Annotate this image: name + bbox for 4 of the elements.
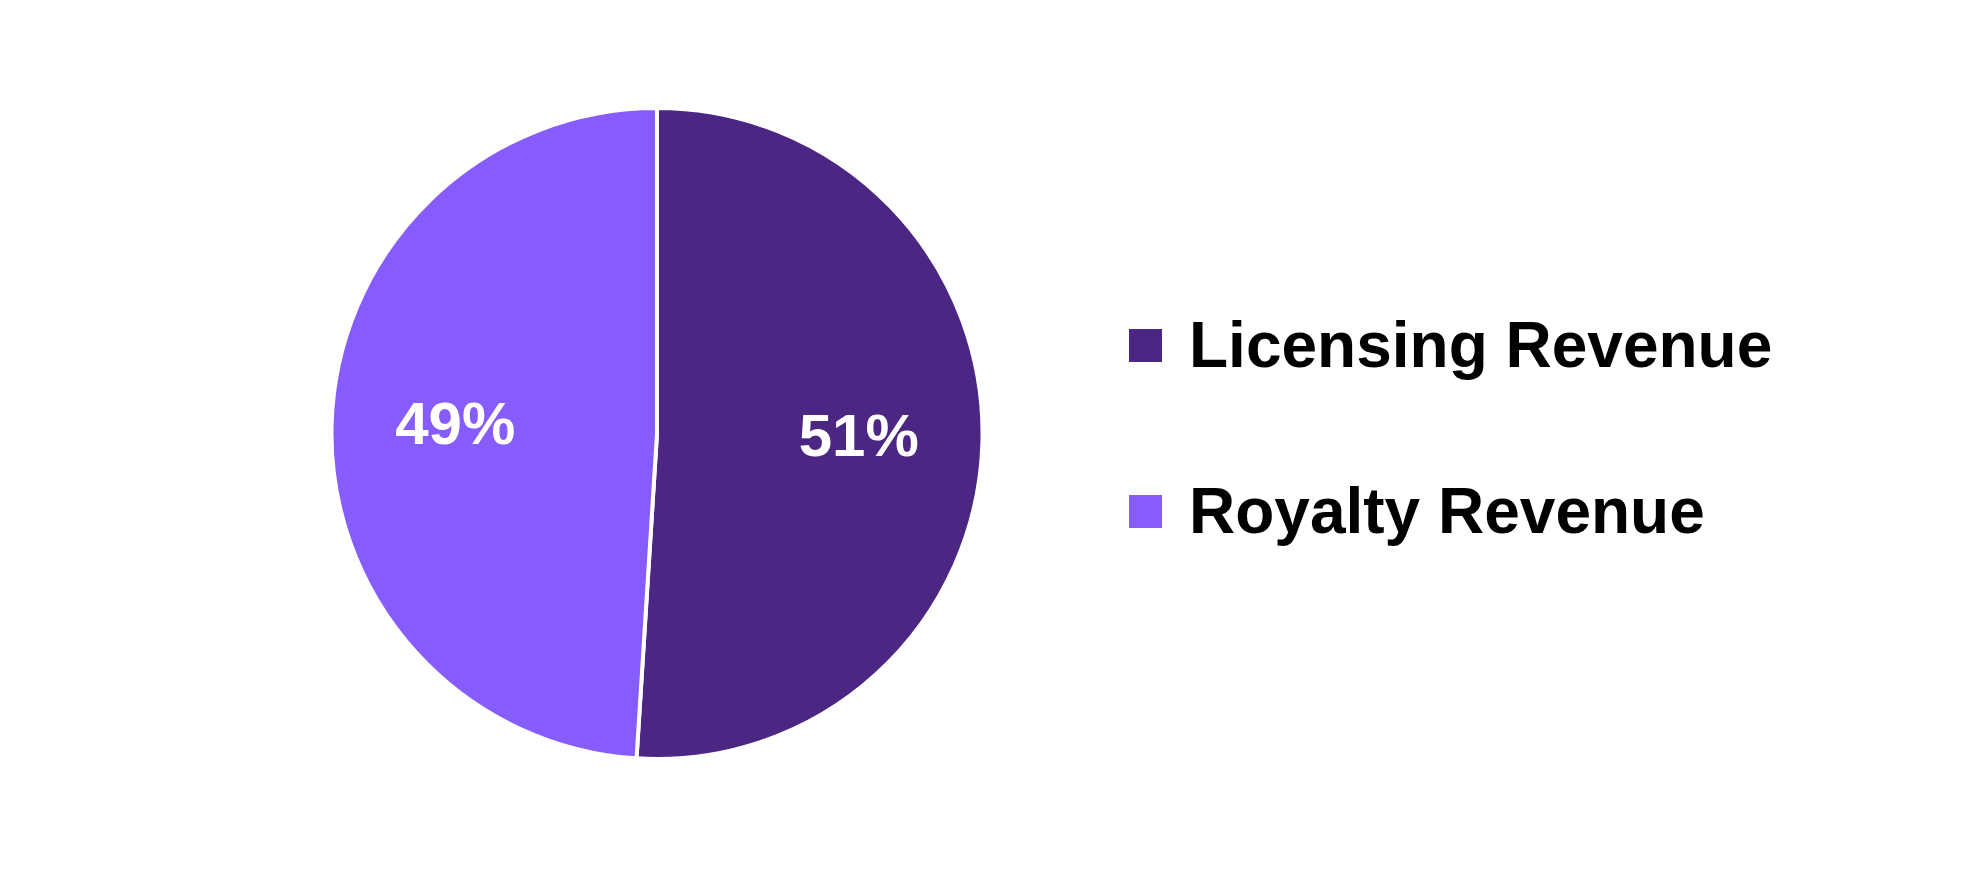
legend-label: Royalty Revenue [1189, 474, 1705, 549]
legend-label: Licensing Revenue [1189, 308, 1773, 383]
data-label: 51% [798, 402, 919, 470]
data-label: 49% [395, 389, 516, 457]
